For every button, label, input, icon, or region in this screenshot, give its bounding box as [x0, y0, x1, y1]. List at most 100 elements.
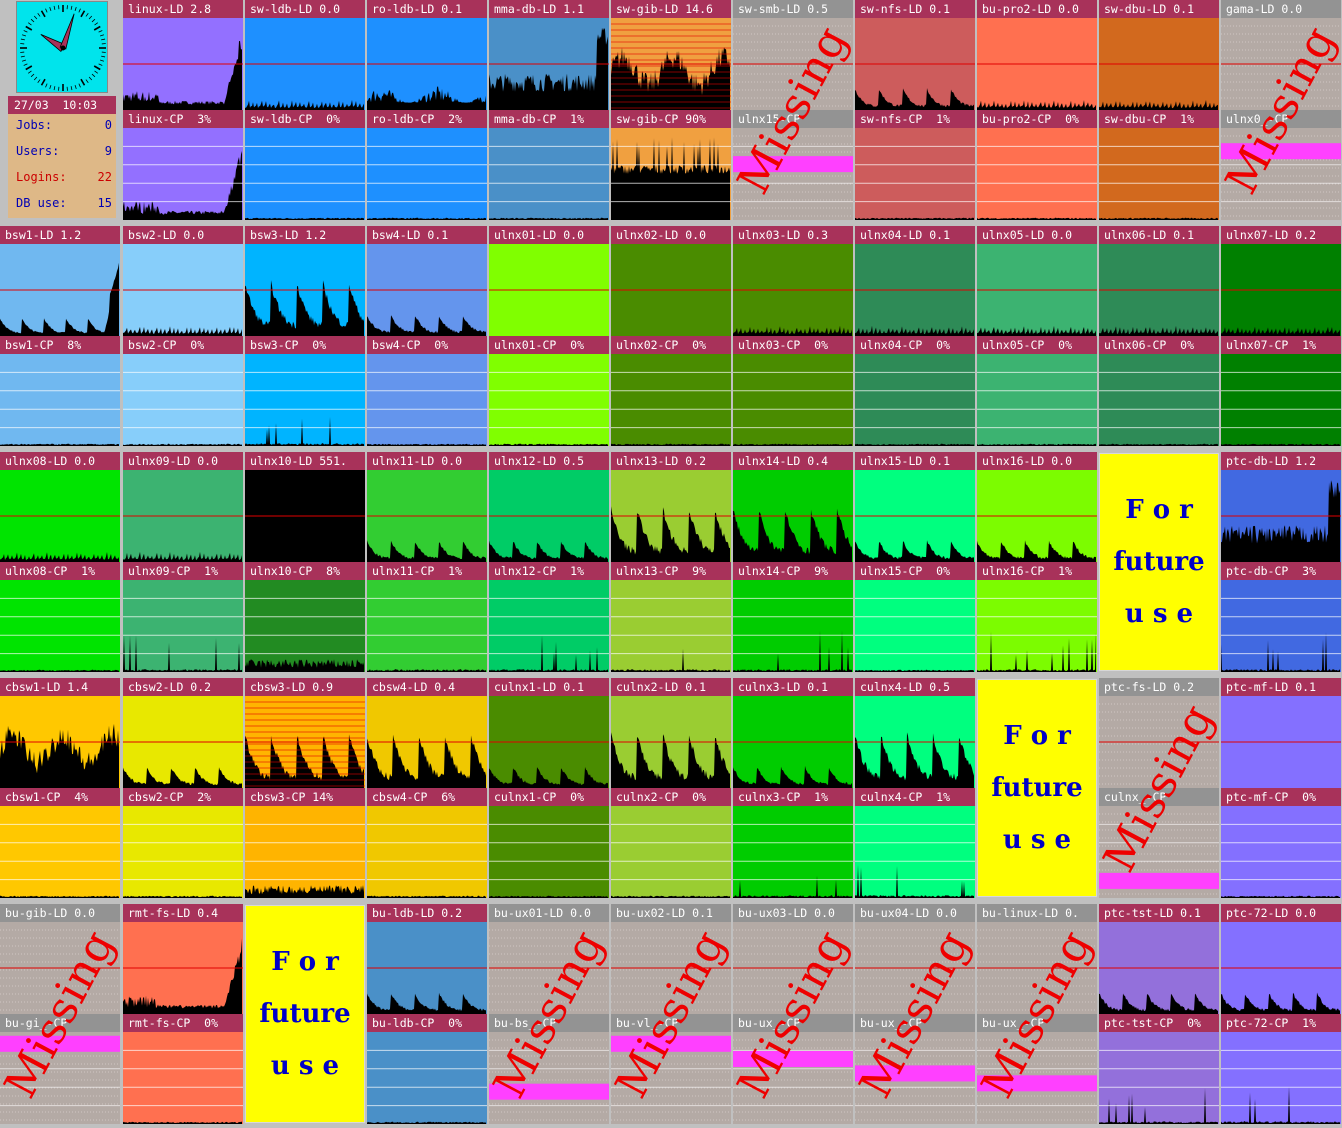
- host-tile[interactable]: sw-nfs-CP 1%: [855, 110, 975, 220]
- host-tile[interactable]: ulnx09-LD 0.0: [123, 452, 243, 562]
- host-tile[interactable]: ulnx05-LD 0.0: [977, 226, 1097, 336]
- host-tile[interactable]: mma-db-CP 1%: [489, 110, 609, 220]
- host-tile[interactable]: cbsw3-LD 0.9: [245, 678, 365, 788]
- host-tile[interactable]: culnx4-LD 0.5: [855, 678, 975, 788]
- host-tile[interactable]: ulnx11-LD 0.0: [367, 452, 487, 562]
- host-tile[interactable]: cbsw2-LD 0.2: [123, 678, 243, 788]
- host-tile[interactable]: culnx2-CP 0%: [611, 788, 731, 898]
- host-tile[interactable]: ulnx06-LD 0.1: [1099, 226, 1219, 336]
- host-tile[interactable]: ulnx14-LD 0.4: [733, 452, 853, 562]
- host-tile[interactable]: culnx3-LD 0.1: [733, 678, 853, 788]
- host-tile[interactable]: ptc-db-CP 3%: [1221, 562, 1341, 672]
- host-tile[interactable]: cbsw4-CP 6%: [367, 788, 487, 898]
- host-tile[interactable]: rmt-fs-CP 0%: [123, 1014, 243, 1124]
- host-tile[interactable]: ulnx05-CP 0%: [977, 336, 1097, 446]
- host-tile[interactable]: ptc-72-CP 1%: [1221, 1014, 1341, 1124]
- host-tile[interactable]: ptc-tst-CP 0%: [1099, 1014, 1219, 1124]
- host-tile[interactable]: ulnx13-CP 9%: [611, 562, 731, 672]
- host-tile[interactable]: ulnx08-CP 1%: [0, 562, 120, 672]
- host-tile[interactable]: bsw3-CP 0%: [245, 336, 365, 446]
- host-tile[interactable]: ulnx07-CP 1%: [1221, 336, 1341, 446]
- host-tile[interactable]: ro-ldb-CP 2%: [367, 110, 487, 220]
- host-tile[interactable]: ptc-72-LD 0.0: [1221, 904, 1341, 1014]
- host-tile[interactable]: ulnx15-CP 0%: [855, 562, 975, 672]
- host-tile[interactable]: ulnx01-CP 0%: [489, 336, 609, 446]
- host-tile[interactable]: sw-gib-CP 90%: [611, 110, 731, 220]
- host-tile[interactable]: bu-ux03-LD 0.0: [733, 904, 853, 1014]
- host-tile[interactable]: cbsw3-CP 14%: [245, 788, 365, 898]
- host-tile[interactable]: ulnx0_-CP: [1221, 110, 1341, 220]
- host-tile[interactable]: culnx1-CP 0%: [489, 788, 609, 898]
- host-tile[interactable]: bu-vl_-CP: [611, 1014, 731, 1124]
- host-tile[interactable]: ulnx10-CP 8%: [245, 562, 365, 672]
- host-tile[interactable]: ptc-db-LD 1.2: [1221, 452, 1341, 562]
- host-tile[interactable]: sw-nfs-LD 0.1: [855, 0, 975, 110]
- host-tile[interactable]: bu-gi_-CP: [0, 1014, 120, 1124]
- host-tile[interactable]: bu-ux01-LD 0.0: [489, 904, 609, 1014]
- host-tile[interactable]: culnx4-CP 1%: [855, 788, 975, 898]
- host-tile[interactable]: bsw1-LD 1.2: [0, 226, 120, 336]
- host-tile[interactable]: sw-ldb-CP 0%: [245, 110, 365, 220]
- host-tile[interactable]: bsw4-CP 0%: [367, 336, 487, 446]
- host-tile[interactable]: cbsw1-CP 4%: [0, 788, 120, 898]
- host-tile[interactable]: ulnx04-CP 0%: [855, 336, 975, 446]
- host-tile[interactable]: ulnx09-CP 1%: [123, 562, 243, 672]
- host-tile[interactable]: cbsw2-CP 2%: [123, 788, 243, 898]
- host-tile[interactable]: ptc-mf-LD 0.1: [1221, 678, 1341, 788]
- host-tile[interactable]: ulnx03-LD 0.3: [733, 226, 853, 336]
- host-tile[interactable]: bu-ux_-CP: [733, 1014, 853, 1124]
- host-tile[interactable]: ulnx02-LD 0.0: [611, 226, 731, 336]
- host-tile[interactable]: bu-bs_-CP: [489, 1014, 609, 1124]
- host-tile[interactable]: bu-ux_-CP: [855, 1014, 975, 1124]
- host-tile[interactable]: linux-LD 2.8: [123, 0, 243, 110]
- host-tile[interactable]: ulnx04-LD 0.1: [855, 226, 975, 336]
- host-tile[interactable]: culnx_-CP: [1099, 788, 1219, 898]
- host-tile[interactable]: bsw1-CP 8%: [0, 336, 120, 446]
- host-tile[interactable]: sw-gib-LD 14.6: [611, 0, 731, 110]
- host-tile[interactable]: ulnx15-LD 0.1: [855, 452, 975, 562]
- host-tile[interactable]: bu-linux-LD 0.: [977, 904, 1097, 1014]
- host-tile[interactable]: ulnx16-LD 0.0: [977, 452, 1097, 562]
- host-tile[interactable]: cbsw4-LD 0.4: [367, 678, 487, 788]
- host-tile[interactable]: bsw4-LD 0.1: [367, 226, 487, 336]
- host-tile[interactable]: ro-ldb-LD 0.1: [367, 0, 487, 110]
- host-tile[interactable]: ulnx06-CP 0%: [1099, 336, 1219, 446]
- host-tile[interactable]: bu-ux04-LD 0.0: [855, 904, 975, 1014]
- host-tile[interactable]: ulnx07-LD 0.2: [1221, 226, 1341, 336]
- host-tile[interactable]: culnx2-LD 0.1: [611, 678, 731, 788]
- host-tile[interactable]: ptc-fs-LD 0.2: [1099, 678, 1219, 788]
- host-tile[interactable]: culnx1-LD 0.1: [489, 678, 609, 788]
- host-tile[interactable]: bu-ux02-LD 0.1: [611, 904, 731, 1014]
- host-tile[interactable]: bu-ldb-CP 0%: [367, 1014, 487, 1124]
- host-tile[interactable]: bu-pro2-LD 0.0: [977, 0, 1097, 110]
- host-tile[interactable]: ptc-mf-CP 0%: [1221, 788, 1341, 898]
- host-tile[interactable]: bu-ldb-LD 0.2: [367, 904, 487, 1014]
- host-tile[interactable]: ulnx14-CP 9%: [733, 562, 853, 672]
- host-tile[interactable]: bu-pro2-CP 0%: [977, 110, 1097, 220]
- host-tile[interactable]: bsw2-LD 0.0: [123, 226, 243, 336]
- host-tile[interactable]: rmt-fs-LD 0.4: [123, 904, 243, 1014]
- host-tile[interactable]: sw-smb-LD 0.5: [733, 0, 853, 110]
- host-tile[interactable]: ptc-tst-LD 0.1: [1099, 904, 1219, 1014]
- host-tile[interactable]: ulnx10-LD 551.: [245, 452, 365, 562]
- host-tile[interactable]: ulnx12-LD 0.5: [489, 452, 609, 562]
- host-tile[interactable]: ulnx01-LD 0.0: [489, 226, 609, 336]
- host-tile[interactable]: ulnx11-CP 1%: [367, 562, 487, 672]
- host-tile[interactable]: bu-gib-LD 0.0: [0, 904, 120, 1014]
- host-tile[interactable]: ulnx16-CP 1%: [977, 562, 1097, 672]
- host-tile[interactable]: ulnx02-CP 0%: [611, 336, 731, 446]
- host-tile[interactable]: ulnx12-CP 1%: [489, 562, 609, 672]
- host-tile[interactable]: sw-ldb-LD 0.0: [245, 0, 365, 110]
- host-tile[interactable]: cbsw1-LD 1.4: [0, 678, 120, 788]
- host-tile[interactable]: ulnx08-LD 0.0: [0, 452, 120, 562]
- host-tile[interactable]: gama-LD 0.0: [1221, 0, 1341, 110]
- host-tile[interactable]: ulnx15-CP: [733, 110, 853, 220]
- host-tile[interactable]: bsw2-CP 0%: [123, 336, 243, 446]
- host-tile[interactable]: culnx3-CP 1%: [733, 788, 853, 898]
- host-tile[interactable]: sw-dbu-CP 1%: [1099, 110, 1219, 220]
- host-tile[interactable]: linux-CP 3%: [123, 110, 243, 220]
- host-tile[interactable]: mma-db-LD 1.1: [489, 0, 609, 110]
- host-tile[interactable]: bsw3-LD 1.2: [245, 226, 365, 336]
- host-tile[interactable]: ulnx13-LD 0.2: [611, 452, 731, 562]
- host-tile[interactable]: ulnx03-CP 0%: [733, 336, 853, 446]
